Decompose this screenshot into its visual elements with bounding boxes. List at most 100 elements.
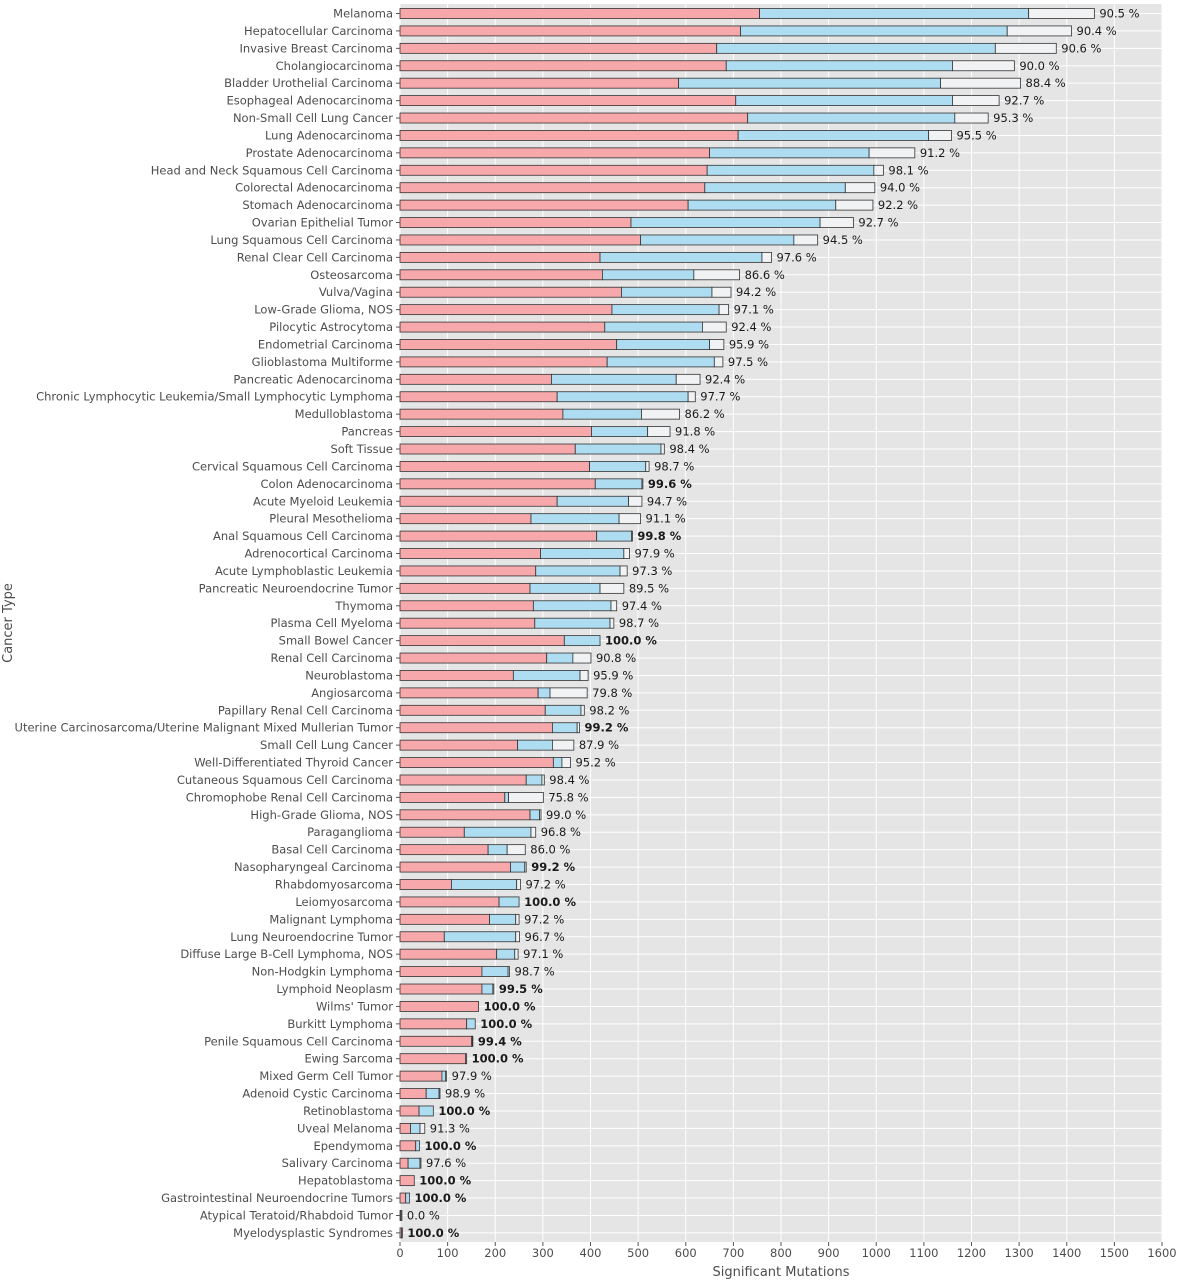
bar-segment-1: [399, 461, 590, 472]
category-label: Small Bowel Cancer: [279, 634, 394, 648]
bar-segment-1: [399, 478, 596, 490]
category-label: Invasive Breast Carcinoma: [239, 41, 393, 55]
category-label: Chronic Lymphocytic Leukemia/Small Lymph…: [36, 390, 393, 404]
bar-segment-3: [873, 164, 884, 176]
data-label: 92.4 %: [705, 372, 745, 386]
bar-segment-3: [471, 1035, 474, 1047]
bar-segment-2: [725, 60, 953, 72]
data-label: 90.8 %: [596, 651, 636, 665]
bar-segment-3: [539, 809, 542, 821]
bar-segment-2: [591, 426, 649, 437]
category-label: Cervical Squamous Cell Carcinoma: [192, 459, 393, 473]
bar-segment-1: [399, 530, 598, 542]
bar-segment-3: [506, 844, 526, 856]
bar-segment-2: [704, 182, 846, 194]
bar-segment-3: [515, 931, 520, 943]
bar-segment-2: [463, 826, 532, 838]
data-label: 95.3 %: [993, 111, 1033, 125]
bar-segment-2: [621, 286, 713, 298]
bar-segment-3: [609, 617, 615, 629]
category-labels: Melanoma Hepatocellular Carcinoma Invasive…: [15, 7, 394, 1240]
category-label: Rhabdomyosarcoma: [275, 878, 393, 892]
data-label: 98.4 %: [669, 442, 709, 456]
category-label: Paraganglioma: [307, 825, 393, 839]
bar-segment-1: [399, 234, 641, 246]
y-axis-label: Cancer Type: [1, 583, 16, 663]
category-label: Colorectal Adenocarcinoma: [235, 181, 393, 195]
bar-segment-1: [399, 826, 465, 838]
data-label: 95.2 %: [575, 756, 615, 770]
category-label: Low-Grade Glioma, NOS: [254, 303, 393, 317]
category-label: Soft Tissue: [330, 442, 393, 456]
bar-segment-2: [604, 321, 703, 333]
bar-segment-1: [399, 513, 532, 525]
bar-segment-2: [489, 913, 517, 925]
x-tick-label: 800: [770, 1246, 792, 1260]
bar-segment-1: [399, 687, 539, 699]
bar-segment-1: [399, 1018, 468, 1030]
bar-segment-2: [540, 548, 625, 559]
bar-segment-2: [552, 757, 563, 768]
bar-segment-3: [610, 600, 618, 612]
bar-segment-2: [737, 130, 930, 141]
data-label: 91.8 %: [675, 425, 715, 439]
bar-segment-3: [645, 461, 650, 472]
data-label: 97.6 %: [776, 250, 816, 264]
bar-segment-2: [529, 809, 540, 821]
bar-segment-1: [399, 966, 483, 977]
x-tick-label: 900: [818, 1246, 840, 1260]
bar-segment-1: [399, 774, 527, 786]
category-label: Non-Small Cell Lung Cancer: [233, 111, 393, 125]
data-label: 100.0 %: [407, 1226, 459, 1240]
category-label: Retinoblastoma: [303, 1104, 393, 1118]
category-label: Uveal Melanoma: [297, 1121, 393, 1135]
data-label: 90.5 %: [1099, 7, 1139, 21]
bar-segment-1: [399, 670, 514, 681]
category-label: Myelodysplastic Syndromes: [233, 1226, 393, 1240]
bar-segment-1: [399, 617, 536, 629]
data-label: 97.1 %: [523, 947, 563, 961]
data-label: 94.7 %: [647, 494, 687, 508]
category-label: Cutaneous Squamous Cell Carcinoma: [177, 773, 393, 787]
bar-segment-1: [399, 182, 706, 194]
data-label: 95.9 %: [593, 668, 633, 682]
data-label: 96.8 %: [541, 825, 581, 839]
category-label: Endometrial Carcinoma: [258, 337, 393, 351]
data-label: 98.7 %: [619, 616, 659, 630]
category-label: Uterine Carcinosarcoma/Uterine Malignant…: [15, 721, 394, 735]
data-label: 98.7 %: [515, 965, 555, 979]
bar-segment-2: [678, 77, 941, 89]
bar-segment-2: [451, 879, 518, 890]
bar-segment-1: [399, 25, 741, 37]
bar-segment-2: [716, 42, 996, 54]
data-label: 98.9 %: [445, 1087, 485, 1101]
data-label: 99.4 %: [478, 1034, 522, 1048]
bar-segment-3: [576, 722, 580, 734]
bar-segment-1: [399, 1192, 407, 1204]
x-axis-label: Significant Mutations: [713, 1265, 850, 1280]
bar-segment-1: [399, 1122, 411, 1134]
bar-segment-3: [618, 513, 641, 525]
data-label: 99.6 %: [648, 477, 692, 491]
bar-segment-1: [399, 8, 760, 19]
bar-segment-2: [556, 391, 689, 403]
bar-segment-2: [740, 25, 1008, 37]
bar-segment-2: [551, 373, 677, 385]
data-label: 86.2 %: [685, 407, 725, 421]
category-label: Hepatocellular Carcinoma: [244, 24, 393, 38]
bar-segment-3: [940, 77, 1021, 89]
bar-segment-3: [419, 1122, 426, 1134]
bar-segment-1: [399, 600, 534, 612]
category-label: Acute Myeloid Leukemia: [253, 494, 393, 508]
bar-segment-3: [641, 408, 680, 420]
bar-segment-3: [709, 339, 725, 350]
bar-segment-1: [399, 95, 737, 106]
category-label: Medulloblastoma: [295, 407, 393, 421]
category-label: Lymphoid Neoplasm: [276, 982, 393, 996]
bar-segment-1: [399, 42, 718, 54]
x-tick-label: 1000: [862, 1246, 891, 1260]
bar-segment-1: [399, 356, 608, 368]
bar-segment-3: [524, 861, 527, 873]
data-label: 87.9 %: [579, 738, 619, 752]
